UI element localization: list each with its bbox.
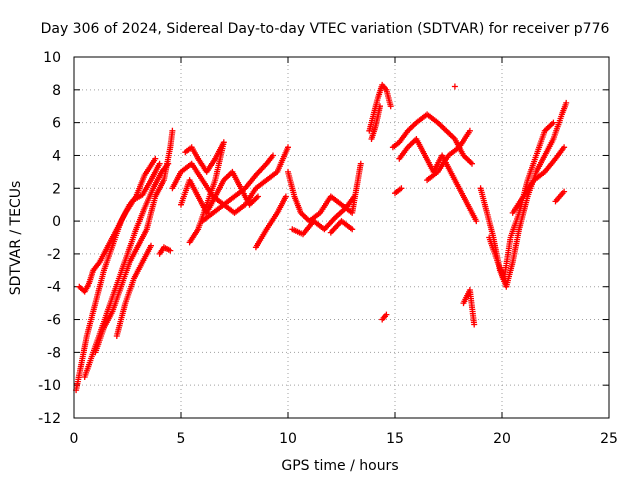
x-tick-label: 25 xyxy=(600,431,618,447)
y-tick-label: 8 xyxy=(52,83,61,99)
x-tick-label: 20 xyxy=(493,431,511,447)
y-tick-label: 6 xyxy=(52,116,61,132)
data-track xyxy=(156,244,174,257)
data-track xyxy=(182,139,227,246)
data-track xyxy=(396,136,480,225)
x-axis-label: GPS time / hours xyxy=(281,458,398,474)
data-track xyxy=(368,103,383,142)
data-track xyxy=(113,242,154,339)
y-tick-labels: -12 -10 -8 -6 -4 -2 0 2 4 6 8 10 xyxy=(38,50,61,427)
plot-frame xyxy=(73,56,610,419)
data-track xyxy=(285,160,364,225)
data-track xyxy=(379,311,390,323)
chart-title: Day 306 of 2024, Sidereal Day-to-day VTE… xyxy=(41,21,610,37)
y-tick-label: 10 xyxy=(43,50,61,66)
y-tick-label: -4 xyxy=(47,280,61,296)
data-track xyxy=(486,119,557,282)
x-tick-label: 0 xyxy=(70,431,79,447)
x-tick-label: 15 xyxy=(386,431,404,447)
y-tick-label: 0 xyxy=(52,214,61,230)
y-tick-label: -10 xyxy=(38,378,61,394)
data-track xyxy=(366,81,394,134)
data-track xyxy=(92,127,176,356)
data-points xyxy=(73,81,570,394)
x-tick-labels: 0 5 10 15 20 25 xyxy=(70,431,618,447)
y-axis-label: SDTVAR / TECUs xyxy=(8,181,24,296)
x-tick-label: 5 xyxy=(177,431,186,447)
axis-ticks xyxy=(73,56,610,419)
data-track xyxy=(73,155,159,394)
data-track xyxy=(199,152,276,225)
data-track xyxy=(178,168,261,216)
y-tick-label: 2 xyxy=(52,181,61,197)
data-track xyxy=(389,111,475,167)
grid-lines xyxy=(74,57,609,418)
y-tick-label: -8 xyxy=(47,345,61,361)
data-track xyxy=(327,218,356,236)
data-track xyxy=(252,193,289,251)
data-track xyxy=(552,188,568,205)
x-tick-label: 10 xyxy=(279,431,297,447)
data-track xyxy=(392,185,405,197)
y-tick-label: -12 xyxy=(38,411,61,427)
data-track xyxy=(424,127,473,184)
data-track xyxy=(509,144,568,216)
y-tick-label: -2 xyxy=(47,247,61,263)
data-track xyxy=(460,287,478,328)
data-track xyxy=(451,83,458,90)
y-tick-label: 4 xyxy=(52,148,61,164)
data-track xyxy=(289,193,358,238)
y-tick-label: -6 xyxy=(47,313,61,329)
